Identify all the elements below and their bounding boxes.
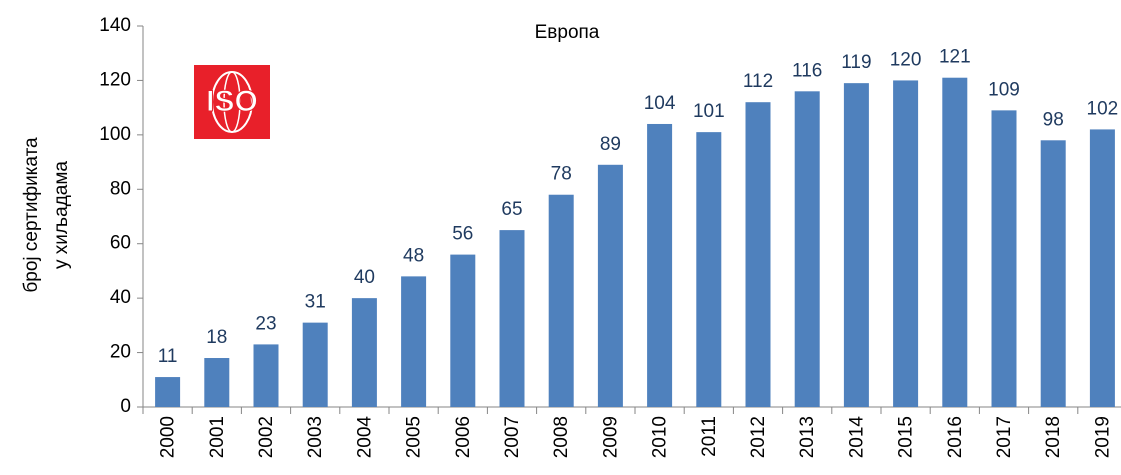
data-label: 65 xyxy=(501,199,522,220)
bar xyxy=(942,77,968,407)
data-label: 11 xyxy=(158,346,178,367)
data-label: 109 xyxy=(988,79,1020,100)
bar xyxy=(597,164,623,407)
y-tick-label: 0 xyxy=(120,396,131,417)
data-label: 102 xyxy=(1087,98,1119,119)
bar xyxy=(302,322,328,407)
x-tick-label: 2006 xyxy=(453,416,474,458)
bar xyxy=(548,194,574,407)
x-tick-label: 2009 xyxy=(600,416,621,458)
x-tick-label: 2017 xyxy=(994,416,1015,458)
y-tick-label: 80 xyxy=(110,178,131,199)
x-tick-label: 2005 xyxy=(404,416,425,458)
x-tick-label: 2007 xyxy=(502,416,523,458)
x-tick-label: 2013 xyxy=(797,416,818,458)
y-axis-label: у хиљадама xyxy=(51,161,72,269)
x-tick-label: 2000 xyxy=(158,416,179,458)
x-tick-label: 2018 xyxy=(1043,416,1064,458)
y-tick-label: 120 xyxy=(99,69,131,90)
data-label: 116 xyxy=(792,60,822,81)
data-label: 89 xyxy=(600,134,621,155)
x-tick-label: 2010 xyxy=(650,416,671,458)
bar xyxy=(1089,129,1115,407)
bar xyxy=(1040,140,1066,408)
data-label: 101 xyxy=(693,101,725,122)
y-tick-label: 40 xyxy=(110,287,131,308)
y-tick-label: 100 xyxy=(99,124,131,145)
x-tick-label: 2004 xyxy=(354,416,375,459)
data-label: 120 xyxy=(890,49,922,70)
x-tick-label: 2002 xyxy=(256,416,277,458)
bar xyxy=(450,254,476,407)
bar xyxy=(794,91,820,408)
x-tick-label: 2008 xyxy=(551,416,572,458)
bar xyxy=(401,276,427,407)
y-axis-label: број сертификата xyxy=(21,137,42,293)
data-label: 40 xyxy=(354,267,375,288)
bar xyxy=(843,83,869,408)
x-tick-label: 2003 xyxy=(305,416,326,458)
bar xyxy=(499,230,525,407)
data-label: 23 xyxy=(255,313,276,334)
bar xyxy=(204,358,230,407)
x-tick-label: 2019 xyxy=(1092,416,1113,458)
y-tick-label: 60 xyxy=(110,233,131,254)
bar xyxy=(155,377,181,407)
bar xyxy=(253,344,279,407)
bar xyxy=(991,110,1017,407)
data-label: 112 xyxy=(743,71,773,92)
bar xyxy=(351,298,377,407)
x-tick-label: 2012 xyxy=(748,416,769,458)
data-label: 31 xyxy=(305,292,326,313)
data-label: 104 xyxy=(644,93,676,114)
iso-logo: ISO xyxy=(194,65,270,139)
data-label: 56 xyxy=(452,224,473,245)
bar xyxy=(696,132,722,407)
y-tick-label: 20 xyxy=(110,342,131,363)
data-label: 48 xyxy=(403,245,424,266)
data-label: 119 xyxy=(841,52,871,73)
chart-title: Европа xyxy=(535,22,600,43)
x-tick-label: 2014 xyxy=(846,416,867,459)
data-label: 78 xyxy=(551,164,572,185)
x-tick-label: 2011 xyxy=(699,416,720,457)
x-tick-label: 2016 xyxy=(945,416,966,458)
y-tick-label: 140 xyxy=(99,15,131,36)
bar xyxy=(647,123,673,407)
data-label: 18 xyxy=(206,327,227,348)
x-tick-label: 2001 xyxy=(207,416,228,458)
bar xyxy=(893,80,919,407)
logo-text: ISO xyxy=(206,85,258,118)
data-label: 121 xyxy=(939,47,971,68)
x-tick-label: 2015 xyxy=(896,416,917,458)
bar xyxy=(745,102,771,407)
data-label: 98 xyxy=(1043,109,1064,130)
